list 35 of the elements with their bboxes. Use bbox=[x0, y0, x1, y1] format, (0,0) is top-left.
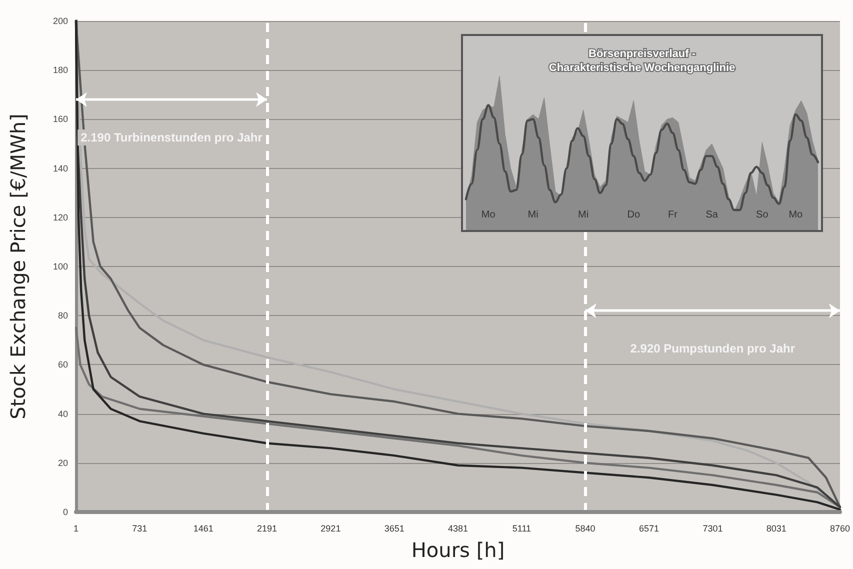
y-tick-label: 40 bbox=[58, 408, 68, 419]
x-tick-label: Do bbox=[627, 210, 640, 220]
x-tick-label: 8031 bbox=[766, 524, 786, 534]
x-axis-title: Hours [h] bbox=[411, 538, 505, 562]
x-tick-label: Fr bbox=[668, 210, 678, 220]
x-tick-label: 6571 bbox=[639, 524, 660, 534]
x-tick-label: Mo bbox=[481, 210, 496, 220]
x-tick-label: 2921 bbox=[320, 524, 341, 534]
y-tick-label: 60 bbox=[58, 360, 68, 370]
y-tick-label: 100 bbox=[52, 262, 68, 272]
y-tick-label: 180 bbox=[52, 65, 68, 76]
x-tick-label: So bbox=[756, 210, 769, 220]
y-tick-label: 80 bbox=[58, 310, 68, 321]
y-tick-label: 120 bbox=[52, 212, 68, 222]
x-tick-label: Mo bbox=[788, 210, 804, 220]
x-tick-label: 4381 bbox=[448, 524, 468, 534]
x-tick-label: 2191 bbox=[257, 524, 278, 534]
y-tick-label: 0 bbox=[62, 507, 68, 517]
x-tick-label: 5840 bbox=[575, 524, 596, 534]
x-tick-label: Mi bbox=[578, 210, 589, 220]
x-tick-label: Mi bbox=[528, 210, 538, 220]
x-tick-label: 7301 bbox=[702, 524, 723, 534]
x-tick-label: 1461 bbox=[193, 524, 214, 534]
x-tick-label: 731 bbox=[132, 524, 148, 534]
x-tick-label: Sa bbox=[706, 210, 718, 220]
y-tick-label: 160 bbox=[52, 114, 68, 124]
y-tick-label: 140 bbox=[52, 163, 68, 174]
y-tick-label: 200 bbox=[52, 16, 68, 26]
chart-title: Börsenpreisverlauf - Charakteristische Wochenganglinie bbox=[548, 48, 736, 74]
y-tick-label: 20 bbox=[58, 458, 68, 468]
y-axis-title: Stock Exchange Price [€/MWh] bbox=[6, 114, 30, 420]
x-tick-label: 5111 bbox=[512, 524, 532, 534]
x-tick-label: 1 bbox=[73, 524, 79, 534]
x-tick-label: 8760 bbox=[830, 524, 850, 534]
x-tick-label: 3651 bbox=[384, 524, 404, 534]
